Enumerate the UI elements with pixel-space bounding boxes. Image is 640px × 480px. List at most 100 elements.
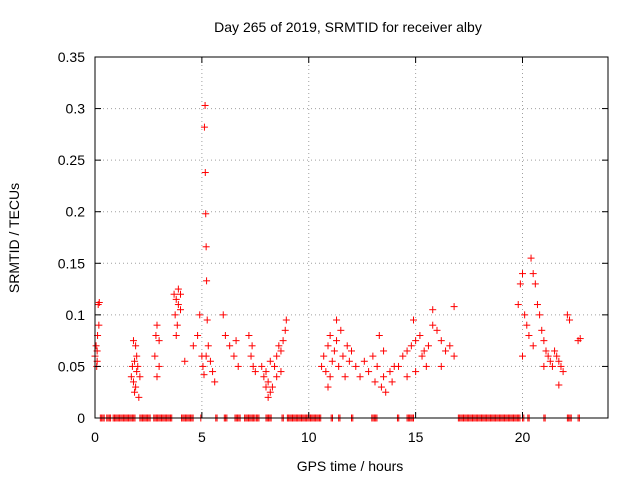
data-point: [206, 357, 214, 365]
y-tick-label: 0.2: [66, 204, 86, 220]
data-point: [333, 316, 341, 324]
data-point: [446, 342, 454, 350]
data-point: [529, 270, 537, 278]
data-point: [403, 347, 411, 355]
data-point: [131, 388, 139, 396]
data-point: [245, 331, 253, 339]
data-point: [132, 342, 140, 350]
data-point: [152, 331, 160, 339]
data-point: [172, 331, 180, 339]
data-point: [566, 316, 574, 324]
data-point: [559, 368, 567, 376]
data-point: [529, 342, 537, 350]
data-point: [546, 357, 554, 365]
data-point: [328, 357, 336, 365]
data-point: [330, 347, 338, 355]
data-point: [348, 347, 355, 355]
data-point: [536, 311, 544, 319]
data-point: [155, 337, 163, 345]
data-point: [356, 373, 364, 381]
x-tick-label: 5: [198, 429, 206, 445]
data-point: [277, 368, 285, 376]
data-point: [352, 362, 360, 370]
data-point: [129, 378, 137, 386]
data-point: [395, 362, 403, 370]
data-point: [442, 347, 450, 355]
y-tick-label: 0.1: [66, 307, 86, 323]
x-tick-label: 0: [91, 429, 99, 445]
data-point: [266, 388, 274, 396]
data-point: [380, 373, 388, 381]
data-point: [174, 285, 182, 293]
data-point: [412, 368, 420, 376]
data-point: [343, 342, 351, 350]
data-point: [262, 383, 270, 391]
data-point: [268, 383, 276, 391]
data-point: [553, 352, 561, 360]
data-point: [450, 303, 458, 311]
data-point: [282, 316, 290, 324]
data-point: [134, 362, 142, 370]
data-point: [271, 362, 279, 370]
plot-frame: [94, 56, 609, 419]
data-point: [527, 254, 535, 262]
data-point: [201, 101, 209, 109]
data-point: [202, 243, 210, 251]
data-point: [251, 368, 259, 376]
x-tick-label: 10: [301, 429, 317, 445]
data-point: [151, 352, 159, 360]
data-point: [264, 393, 272, 401]
data-point: [429, 321, 437, 329]
data-point: [523, 321, 531, 329]
data-point: [194, 331, 202, 339]
data-point: [181, 357, 189, 365]
data-point: [127, 373, 135, 381]
data-point: [170, 290, 178, 298]
data-point: [131, 357, 139, 365]
data-point: [248, 342, 256, 350]
data-point: [230, 352, 238, 360]
y-tick-label: 0.15: [58, 255, 85, 271]
data-point: [153, 321, 161, 329]
data-point: [262, 368, 270, 376]
data-point: [275, 342, 283, 350]
data-point: [92, 342, 100, 350]
data-point: [409, 316, 417, 324]
data-point: [563, 311, 571, 319]
data-point: [201, 169, 209, 177]
data-point: [273, 373, 281, 381]
data-point: [540, 362, 548, 370]
data-point: [189, 342, 197, 350]
data-point: [373, 362, 381, 370]
data-point: [155, 362, 163, 370]
data-point: [204, 342, 212, 350]
data-point: [133, 352, 141, 360]
data-point: [200, 123, 208, 131]
data-point: [519, 352, 526, 360]
data-point: [172, 295, 180, 303]
x-tick-label: 15: [408, 429, 424, 445]
y-axis-ticks: 0 0.05 0.1 0.15 0.2 0.25 0.3 0.35: [58, 49, 608, 426]
data-point: [333, 337, 341, 345]
data-point: [424, 342, 432, 350]
data-point: [514, 301, 522, 309]
data-point: [544, 352, 552, 360]
data-point: [129, 337, 137, 345]
data-point: [202, 210, 210, 218]
data-point: [369, 352, 377, 360]
data-point: [422, 362, 430, 370]
data-point: [135, 393, 143, 401]
data-points: [91, 101, 584, 422]
y-tick-label: 0: [77, 410, 85, 426]
y-tick-label: 0.25: [58, 152, 85, 168]
data-point: [418, 352, 426, 360]
data-point: [341, 373, 349, 381]
data-point: [326, 331, 334, 339]
data-point: [345, 357, 353, 365]
data-point: [258, 362, 266, 370]
data-point: [221, 331, 229, 339]
data-point: [542, 347, 550, 355]
data-point: [382, 388, 390, 396]
y-tick-label: 0.3: [66, 101, 86, 117]
data-point: [326, 373, 334, 381]
